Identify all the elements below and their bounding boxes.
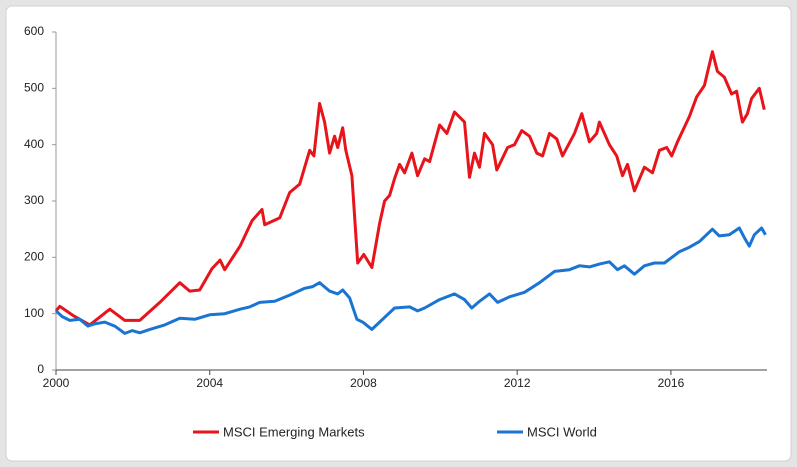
line-series <box>54 226 767 335</box>
x-tick-label: 2004 <box>196 376 223 390</box>
y-tick-label: 0 <box>37 362 44 376</box>
y-tick-label: 100 <box>24 306 44 320</box>
x-tick-label: 2008 <box>350 376 377 390</box>
y-tick-label: 500 <box>24 81 44 95</box>
y-tick-label: 200 <box>24 250 44 264</box>
y-tick-label: 600 <box>24 24 44 38</box>
x-tick-label: 2000 <box>43 376 70 390</box>
legend-text: MSCI Emerging Markets <box>223 424 365 439</box>
y-tick-label: 400 <box>24 137 44 151</box>
line-series <box>54 50 766 327</box>
legend-text: MSCI World <box>527 424 597 439</box>
x-tick-label: 2012 <box>504 376 531 390</box>
panel <box>5 5 792 462</box>
y-tick-label: 300 <box>24 193 44 207</box>
x-tick-label: 2016 <box>658 376 685 390</box>
